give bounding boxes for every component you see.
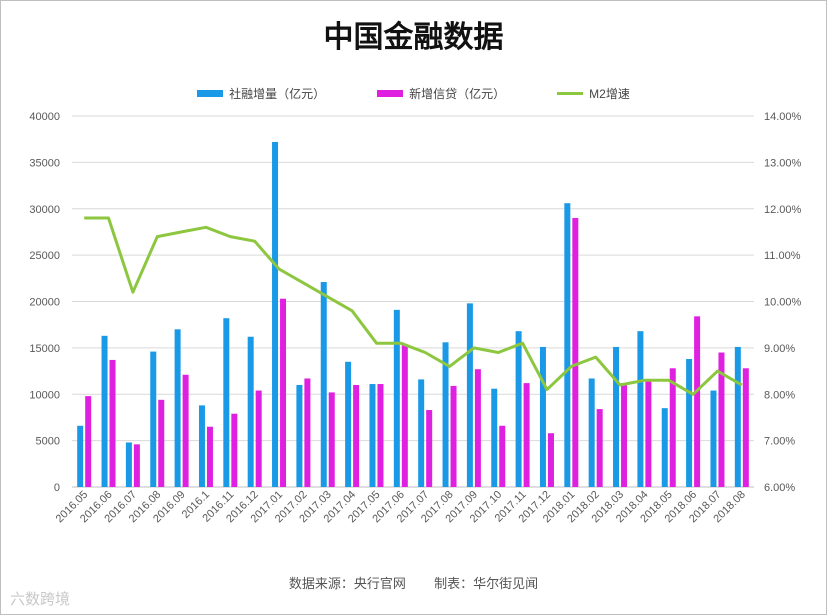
bar-new-loans <box>426 410 433 487</box>
bar-new-loans <box>669 368 676 487</box>
bar-social-financing <box>539 346 546 487</box>
bar-new-loans <box>547 433 554 487</box>
left-tick-label: 35000 <box>29 157 60 169</box>
bar-new-loans <box>328 392 335 487</box>
right-axis: 6.00% 7.00% 8.00% 9.00% 10.00% 11.00% 12.00% 13… <box>764 111 802 494</box>
bar-social-financing <box>393 309 400 487</box>
bar-new-loans <box>255 390 262 487</box>
bar-social-financing <box>442 342 449 487</box>
bar-new-loans <box>499 425 506 487</box>
legend-swatch-new-loans <box>377 90 404 97</box>
bar-social-financing <box>345 361 352 487</box>
right-tick-label: 12.00% <box>764 204 802 216</box>
left-tick-label: 20000 <box>29 297 60 309</box>
bar-new-loans <box>694 316 701 487</box>
bar-new-loans <box>158 399 165 487</box>
bar-social-financing <box>247 336 254 487</box>
bar-new-loans <box>280 298 287 487</box>
right-tick-label: 11.00% <box>764 250 801 262</box>
bar-new-loans <box>231 413 238 487</box>
bar-social-financing <box>77 425 84 487</box>
x-axis: 2016.052016.062016.072016.082016.092016.… <box>54 489 748 526</box>
bar-new-loans <box>645 379 652 487</box>
left-tick-label: 30000 <box>29 204 60 216</box>
left-axis: 0 5000 10000 15000 20000 25000 30000 35000 40000 <box>29 111 60 494</box>
left-tick-label: 10000 <box>29 389 60 401</box>
left-tick-label: 25000 <box>29 250 60 262</box>
bar-social-financing <box>466 303 473 487</box>
bar-new-loans <box>377 384 384 487</box>
legend: 社融增量（亿元） 新增信贷（亿元） M2增速 <box>0 85 827 102</box>
bar-social-financing <box>101 335 108 487</box>
bar-new-loans <box>109 359 116 487</box>
bar-new-loans <box>206 426 213 487</box>
right-tick-label: 6.00% <box>764 482 795 494</box>
line-m2 <box>84 216 743 396</box>
footer-credit: 制表：华尔街见闻 <box>434 577 539 592</box>
right-tick-label: 10.00% <box>764 297 802 309</box>
legend-swatch-social-financing <box>197 90 224 97</box>
bar-new-loans <box>450 385 457 487</box>
footer: 数据来源：央行官网 制表：华尔街见闻 <box>0 573 827 592</box>
right-tick-label: 7.00% <box>764 436 795 448</box>
bar-new-loans <box>621 383 628 487</box>
bar-new-loans <box>596 409 603 487</box>
right-tick-label: 8.00% <box>764 389 795 401</box>
bar-social-financing <box>296 384 303 487</box>
left-tick-label: 0 <box>54 482 60 494</box>
bar-social-financing <box>272 141 279 487</box>
bar-new-loans <box>85 396 92 487</box>
right-tick-label: 14.00% <box>764 111 802 123</box>
bar-new-loans <box>182 374 189 487</box>
bar-social-financing <box>564 203 571 487</box>
bar-new-loans <box>572 218 579 487</box>
bar-social-financing <box>661 408 668 487</box>
legend-label-new-loans: 新增信贷（亿元） <box>409 87 506 101</box>
chart-title: 中国金融数据 <box>323 20 504 55</box>
bar-new-loans <box>353 384 360 487</box>
legend-item-new-loans[interactable]: 新增信贷（亿元） <box>377 85 505 102</box>
right-tick-label: 9.00% <box>764 343 795 355</box>
bar-new-loans <box>523 383 530 487</box>
bar-social-financing <box>686 359 693 487</box>
legend-swatch-m2 <box>557 92 584 95</box>
left-tick-label: 40000 <box>29 111 60 123</box>
watermark: 六数跨境 <box>10 590 71 608</box>
legend-label-m2: M2增速 <box>589 87 630 101</box>
bar-social-financing <box>125 442 132 487</box>
legend-label-social-financing: 社融增量（亿元） <box>229 87 326 101</box>
bar-social-financing <box>418 379 425 487</box>
bar-social-financing <box>637 331 644 487</box>
bar-social-financing <box>369 384 376 487</box>
bar-social-financing <box>734 346 741 487</box>
grid-lines <box>72 115 754 488</box>
bar-social-financing <box>515 331 522 487</box>
series-new-loans-bars <box>85 218 749 487</box>
bar-social-financing <box>613 346 620 487</box>
bar-social-financing <box>198 405 205 487</box>
bar-new-loans <box>133 444 140 487</box>
left-tick-label: 15000 <box>29 343 60 355</box>
bar-social-financing <box>174 329 181 487</box>
bar-new-loans <box>304 378 311 487</box>
bar-social-financing <box>320 282 327 487</box>
bar-social-financing <box>491 388 498 487</box>
bar-social-financing <box>223 318 230 487</box>
series-social-financing-bars <box>77 141 741 487</box>
bar-social-financing <box>588 378 595 487</box>
bar-social-financing <box>150 351 157 487</box>
right-tick-label: 13.00% <box>764 157 802 169</box>
legend-item-m2[interactable]: M2增速 <box>557 85 630 102</box>
bar-social-financing <box>710 390 717 487</box>
bar-new-loans <box>474 369 481 487</box>
bar-new-loans <box>401 345 408 487</box>
legend-item-social-financing[interactable]: 社融增量（亿元） <box>197 85 325 102</box>
bar-new-loans <box>718 352 725 487</box>
left-tick-label: 5000 <box>36 436 60 448</box>
bar-new-loans <box>742 368 749 487</box>
series-m2-line <box>84 216 743 396</box>
footer-source: 数据来源：央行官网 <box>288 577 406 592</box>
